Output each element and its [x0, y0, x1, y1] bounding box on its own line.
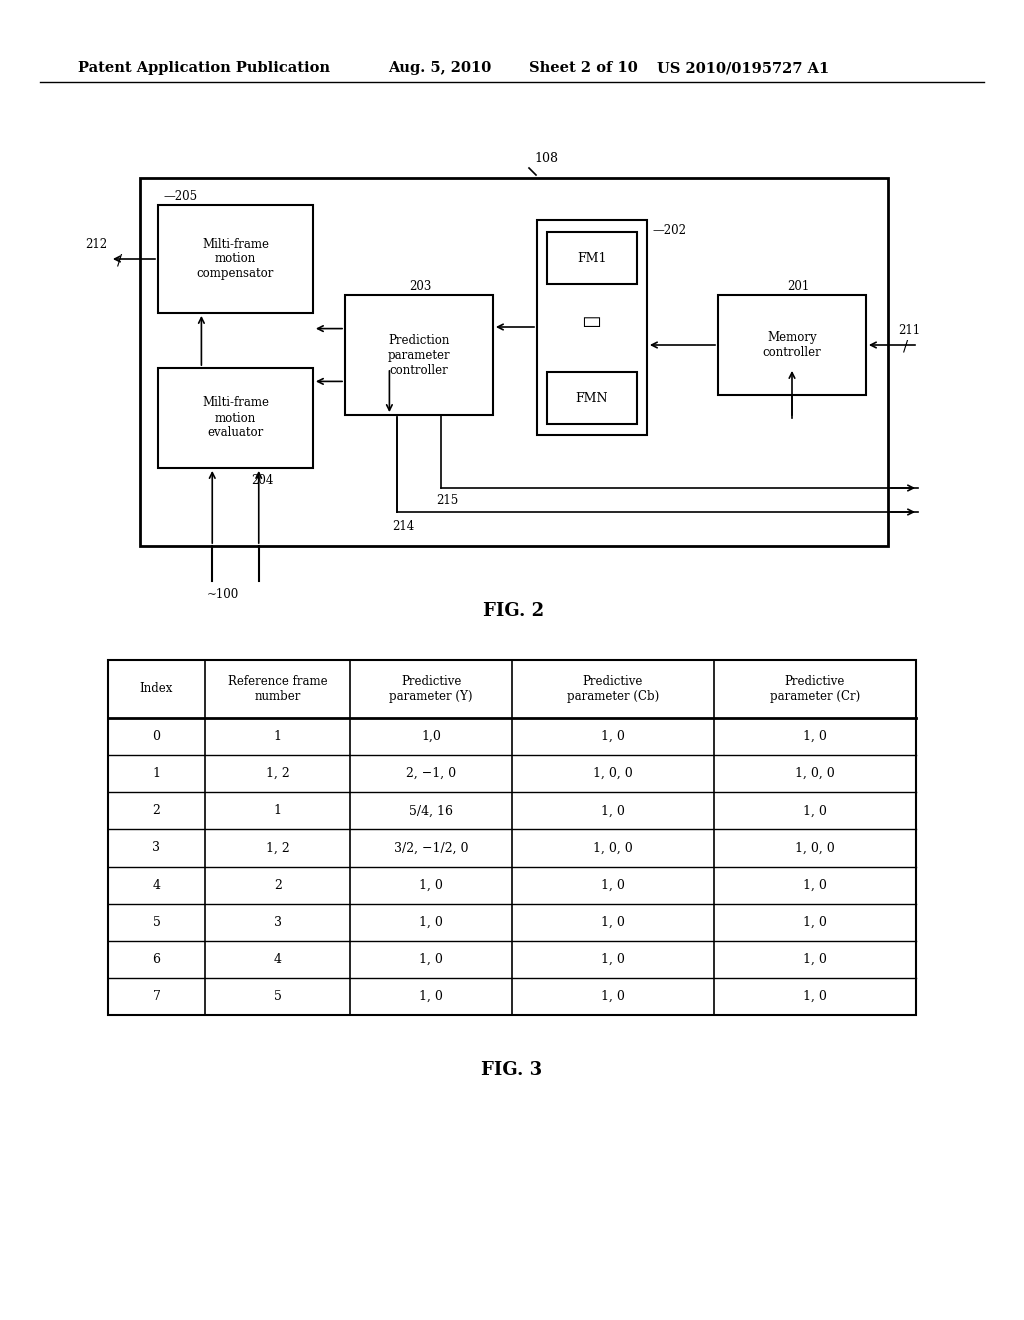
Text: 1, 0: 1, 0	[803, 990, 827, 1003]
Bar	[345, 294, 493, 414]
Text: 5: 5	[153, 916, 161, 929]
Text: FM1: FM1	[578, 252, 607, 264]
Text: 1: 1	[273, 804, 282, 817]
Text: Reference frame
number: Reference frame number	[228, 675, 328, 704]
Text: 215: 215	[436, 494, 459, 507]
Text: 201: 201	[787, 281, 809, 293]
Text: 212: 212	[85, 238, 108, 251]
Text: 1: 1	[153, 767, 161, 780]
Text: US 2010/0195727 A1: US 2010/0195727 A1	[657, 61, 829, 75]
Text: 3: 3	[273, 916, 282, 929]
Text: 2: 2	[153, 804, 161, 817]
Text: 203: 203	[409, 281, 431, 293]
Text: 1, 0: 1, 0	[803, 879, 827, 891]
Text: 1, 0: 1, 0	[803, 730, 827, 743]
Text: 1, 0: 1, 0	[419, 916, 443, 929]
Text: Predictive
parameter (Cr): Predictive parameter (Cr)	[770, 675, 860, 704]
Bar	[158, 205, 313, 313]
Text: 4: 4	[153, 879, 161, 891]
Text: 1, 0: 1, 0	[601, 990, 625, 1003]
Text: 3: 3	[153, 841, 161, 854]
Text: Sheet 2 of 10: Sheet 2 of 10	[529, 61, 638, 75]
Bar	[537, 220, 647, 436]
Text: 1, 2: 1, 2	[266, 767, 290, 780]
Text: /: /	[903, 341, 908, 354]
Text: 1, 0: 1, 0	[601, 953, 625, 966]
Text: 1, 0, 0: 1, 0, 0	[593, 767, 633, 780]
Text: 1, 0, 0: 1, 0, 0	[593, 841, 633, 854]
Text: 1, 0: 1, 0	[601, 879, 625, 891]
Text: 1: 1	[273, 730, 282, 743]
Text: 7: 7	[153, 990, 161, 1003]
Text: —202: —202	[652, 223, 686, 236]
Text: 214: 214	[392, 520, 414, 533]
Text: 1, 0: 1, 0	[601, 916, 625, 929]
Text: 5/4, 16: 5/4, 16	[410, 804, 454, 817]
Text: 2: 2	[273, 879, 282, 891]
Bar	[108, 660, 916, 1015]
Text: 108: 108	[534, 152, 558, 165]
Text: 1, 0: 1, 0	[803, 804, 827, 817]
Text: —205: —205	[163, 190, 198, 203]
Bar	[547, 372, 637, 424]
Text: 3/2, −1/2, 0: 3/2, −1/2, 0	[394, 841, 468, 854]
Text: 1, 0: 1, 0	[601, 804, 625, 817]
Text: 2, −1, 0: 2, −1, 0	[407, 767, 457, 780]
Text: /: /	[118, 253, 123, 268]
Text: 1, 0: 1, 0	[419, 953, 443, 966]
Text: FIG. 3: FIG. 3	[481, 1061, 543, 1078]
Text: ⋯: ⋯	[583, 314, 601, 326]
Text: 204: 204	[251, 474, 273, 487]
Bar	[547, 232, 637, 284]
Text: 1, 0: 1, 0	[803, 916, 827, 929]
Text: FIG. 2: FIG. 2	[483, 602, 545, 620]
Text: Memory
controller: Memory controller	[763, 331, 821, 359]
Text: 211: 211	[898, 323, 921, 337]
Text: Milti-frame
motion
evaluator: Milti-frame motion evaluator	[202, 396, 269, 440]
Text: ~100: ~100	[207, 587, 240, 601]
Text: 1, 0: 1, 0	[803, 953, 827, 966]
Text: 4: 4	[273, 953, 282, 966]
Text: 1, 0, 0: 1, 0, 0	[795, 767, 835, 780]
Text: 1, 0: 1, 0	[419, 990, 443, 1003]
Text: Index: Index	[140, 682, 173, 696]
Bar	[718, 294, 866, 395]
Text: Predictive
parameter (Cb): Predictive parameter (Cb)	[567, 675, 659, 704]
Text: 1, 2: 1, 2	[266, 841, 290, 854]
Text: 6: 6	[153, 953, 161, 966]
Text: Milti-frame
motion
compensator: Milti-frame motion compensator	[197, 238, 274, 281]
Text: Prediction
parameter
controller: Prediction parameter controller	[388, 334, 451, 376]
Text: Patent Application Publication: Patent Application Publication	[78, 61, 330, 75]
Text: 0: 0	[153, 730, 161, 743]
Text: FMN: FMN	[575, 392, 608, 404]
Text: Aug. 5, 2010: Aug. 5, 2010	[388, 61, 492, 75]
Text: 1,0: 1,0	[421, 730, 441, 743]
Text: 1, 0: 1, 0	[601, 730, 625, 743]
Text: 5: 5	[273, 990, 282, 1003]
Bar	[158, 368, 313, 469]
Bar	[140, 178, 888, 546]
Text: 1, 0: 1, 0	[419, 879, 443, 891]
Text: 1, 0, 0: 1, 0, 0	[795, 841, 835, 854]
Text: Predictive
parameter (Y): Predictive parameter (Y)	[389, 675, 473, 704]
